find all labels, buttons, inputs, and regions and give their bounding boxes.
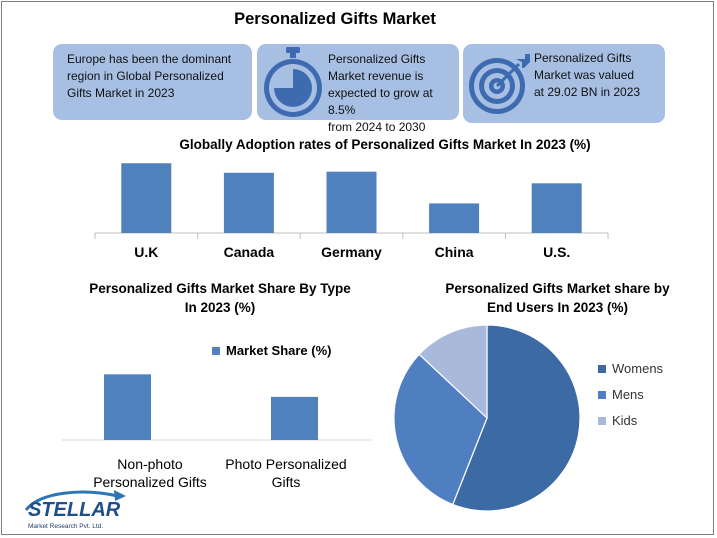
legend-swatch <box>598 417 606 425</box>
end-users-title-line: Personalized Gifts Market share by <box>445 281 670 296</box>
card-line: Market was valued <box>534 68 635 82</box>
info-card-europe: Europe has been the dominant region in G… <box>53 44 252 120</box>
type-chart-title-line: In 2023 (%) <box>184 300 256 315</box>
x-tick-label: U.K <box>134 244 159 260</box>
x-tick-label: U.S. <box>543 244 571 260</box>
type-chart-title-line: Personalized Gifts Market Share By Type <box>89 281 351 296</box>
type-tick-line: Personalized Gifts <box>93 474 207 490</box>
card-line: expected to grow at 8.5% <box>328 86 433 117</box>
legend-swatch <box>212 347 220 355</box>
card-line: Personalized Gifts <box>328 52 426 66</box>
pie-legend-item: Mens <box>598 387 644 402</box>
type-chart-title: Personalized Gifts Market Share By Type … <box>70 279 370 317</box>
card-line: from 2024 to 2030 <box>328 120 426 134</box>
end-users-title-line: End Users In 2023 (%) <box>486 300 629 315</box>
type-tick-line: Gifts <box>271 474 301 490</box>
type-chart-legend: Market Share (%) <box>212 343 331 358</box>
x-tick-label: China <box>434 244 474 260</box>
legend-swatch <box>598 365 606 373</box>
type-tick-label: Non-photo Personalized Gifts <box>64 455 236 491</box>
card-line: Europe has been the dominant <box>67 52 232 66</box>
card-line: region in Global Personalized <box>67 69 224 83</box>
svg-text:STELLAR: STELLAR <box>28 499 121 521</box>
legend-swatch <box>598 391 606 399</box>
target-icon <box>469 54 530 114</box>
card-line: Market revenue is <box>328 69 424 83</box>
legend-label: Kids <box>612 413 638 428</box>
card-line: Personalized Gifts <box>534 51 632 65</box>
pie-legend-item: Kids <box>598 413 637 428</box>
type-tick-line: Photo Personalized <box>225 456 347 472</box>
pie-legend-item: Womens <box>598 361 663 376</box>
adoption-chart-title: Globally Adoption rates of Personalized … <box>179 137 591 152</box>
stopwatch-icon <box>264 47 322 117</box>
svg-text:Market Research Pvt. Ltd.: Market Research Pvt. Ltd. <box>28 523 103 530</box>
stellar-logo: STELLAR Market Research Pvt. Ltd. <box>24 490 126 530</box>
card-line: Gifts Market in 2023 <box>67 86 175 100</box>
legend-label: Womens <box>612 361 664 376</box>
info-card-growth: Personalized Gifts Market revenue is exp… <box>257 44 459 134</box>
legend-label: Mens <box>612 387 644 402</box>
type-tick-line: Non-photo <box>117 456 183 472</box>
x-tick-label: Canada <box>223 244 275 260</box>
page-title: Personalized Gifts Market <box>234 10 436 28</box>
card-line: at 29.02 BN in 2023 <box>534 85 641 99</box>
legend-label: Market Share (%) <box>226 343 332 358</box>
x-tick-label: Germany <box>321 244 382 260</box>
type-tick-label: Photo Personalized Gifts <box>200 455 372 491</box>
end-users-chart-title: Personalized Gifts Market share by End U… <box>420 279 695 317</box>
info-card-valuation: Personalized Gifts Market was valued at … <box>463 44 665 123</box>
